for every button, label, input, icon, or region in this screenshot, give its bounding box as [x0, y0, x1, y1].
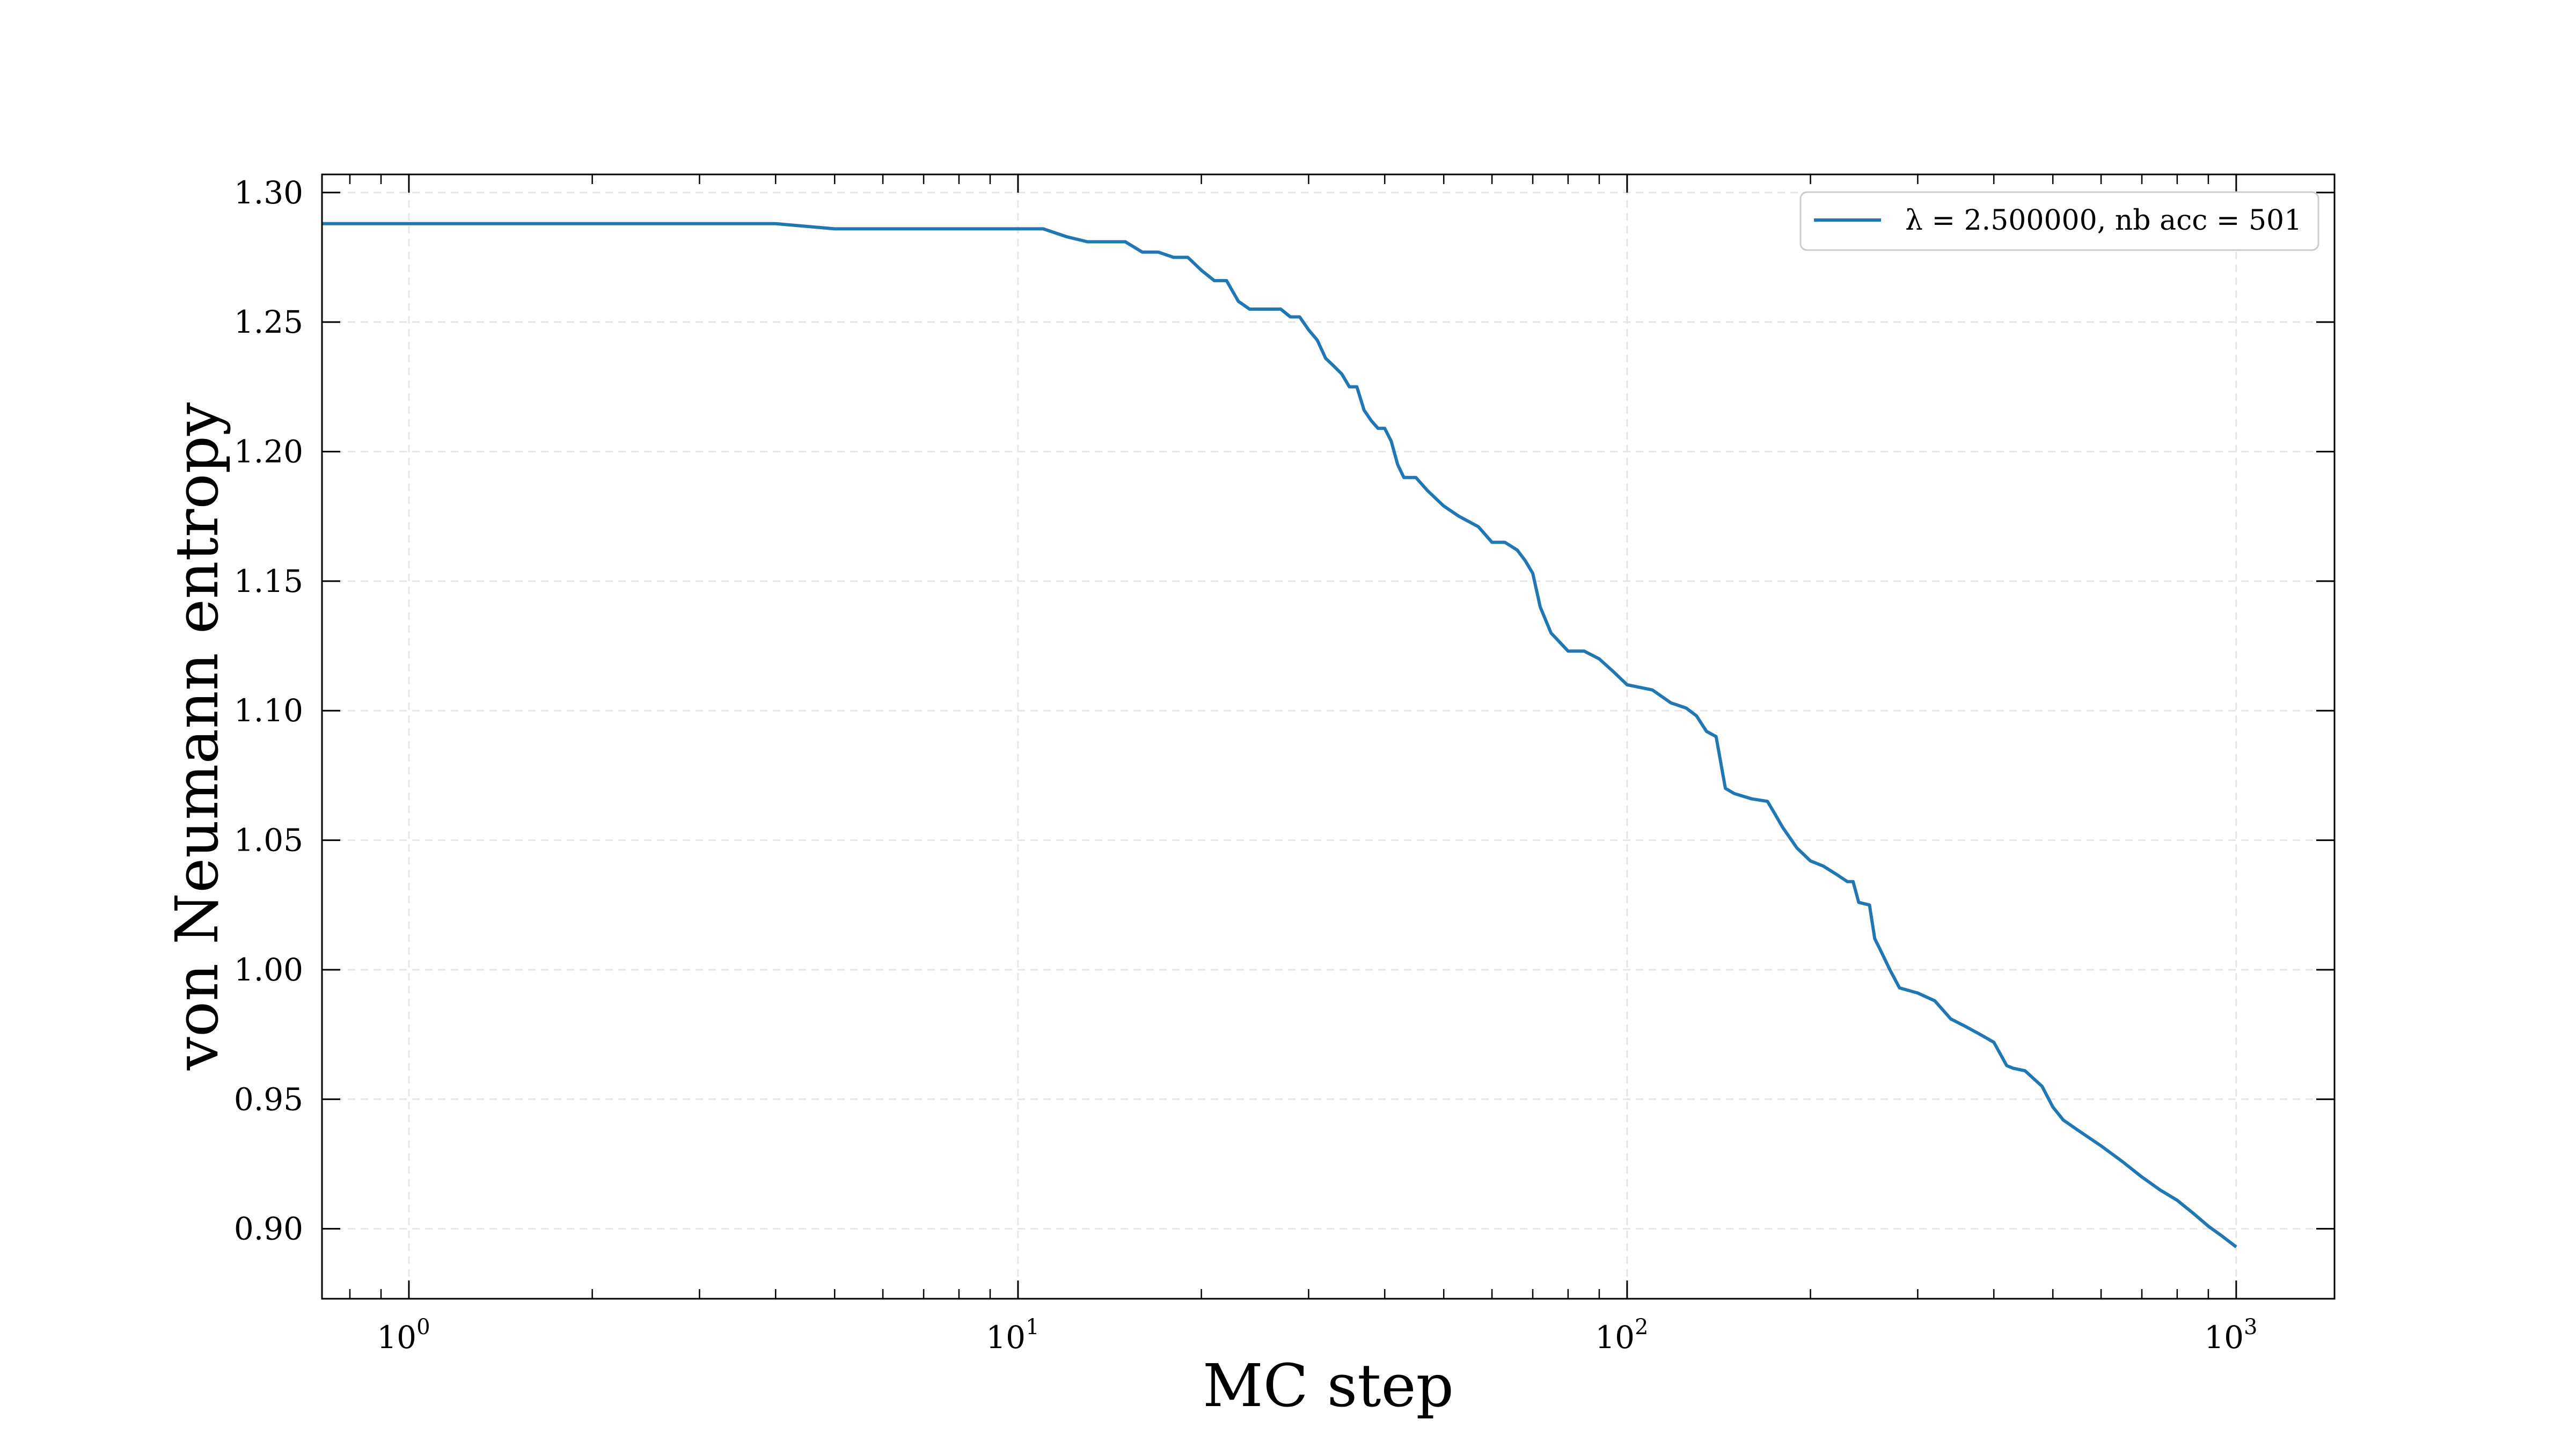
legend-box	[1799, 191, 2319, 251]
grid	[322, 174, 2334, 1299]
y-axis-title: von Neumann entropy	[163, 402, 231, 1071]
plot-frame	[321, 173, 2336, 1300]
x-axis-title: MC step	[1203, 1351, 1454, 1420]
y-tick-label: 0.95	[234, 1081, 303, 1117]
y-tick-label: 0.90	[234, 1211, 303, 1247]
y-tick-label: 1.20	[234, 434, 303, 470]
y-tick-label: 1.00	[234, 952, 303, 988]
legend: λ = 2.500000, nb acc = 501	[1799, 191, 2319, 251]
y-tick-label: 1.10	[234, 692, 303, 729]
y-tick-label: 1.25	[234, 304, 303, 340]
series-layer	[322, 222, 2237, 1248]
y-tick-label: 1.05	[234, 822, 303, 859]
y-tick-label: 1.15	[234, 563, 303, 599]
y-tick-label: 1.30	[234, 174, 303, 211]
legend-label: λ = 2.500000, nb acc = 501	[1905, 204, 2302, 237]
series-line	[322, 222, 2237, 1248]
